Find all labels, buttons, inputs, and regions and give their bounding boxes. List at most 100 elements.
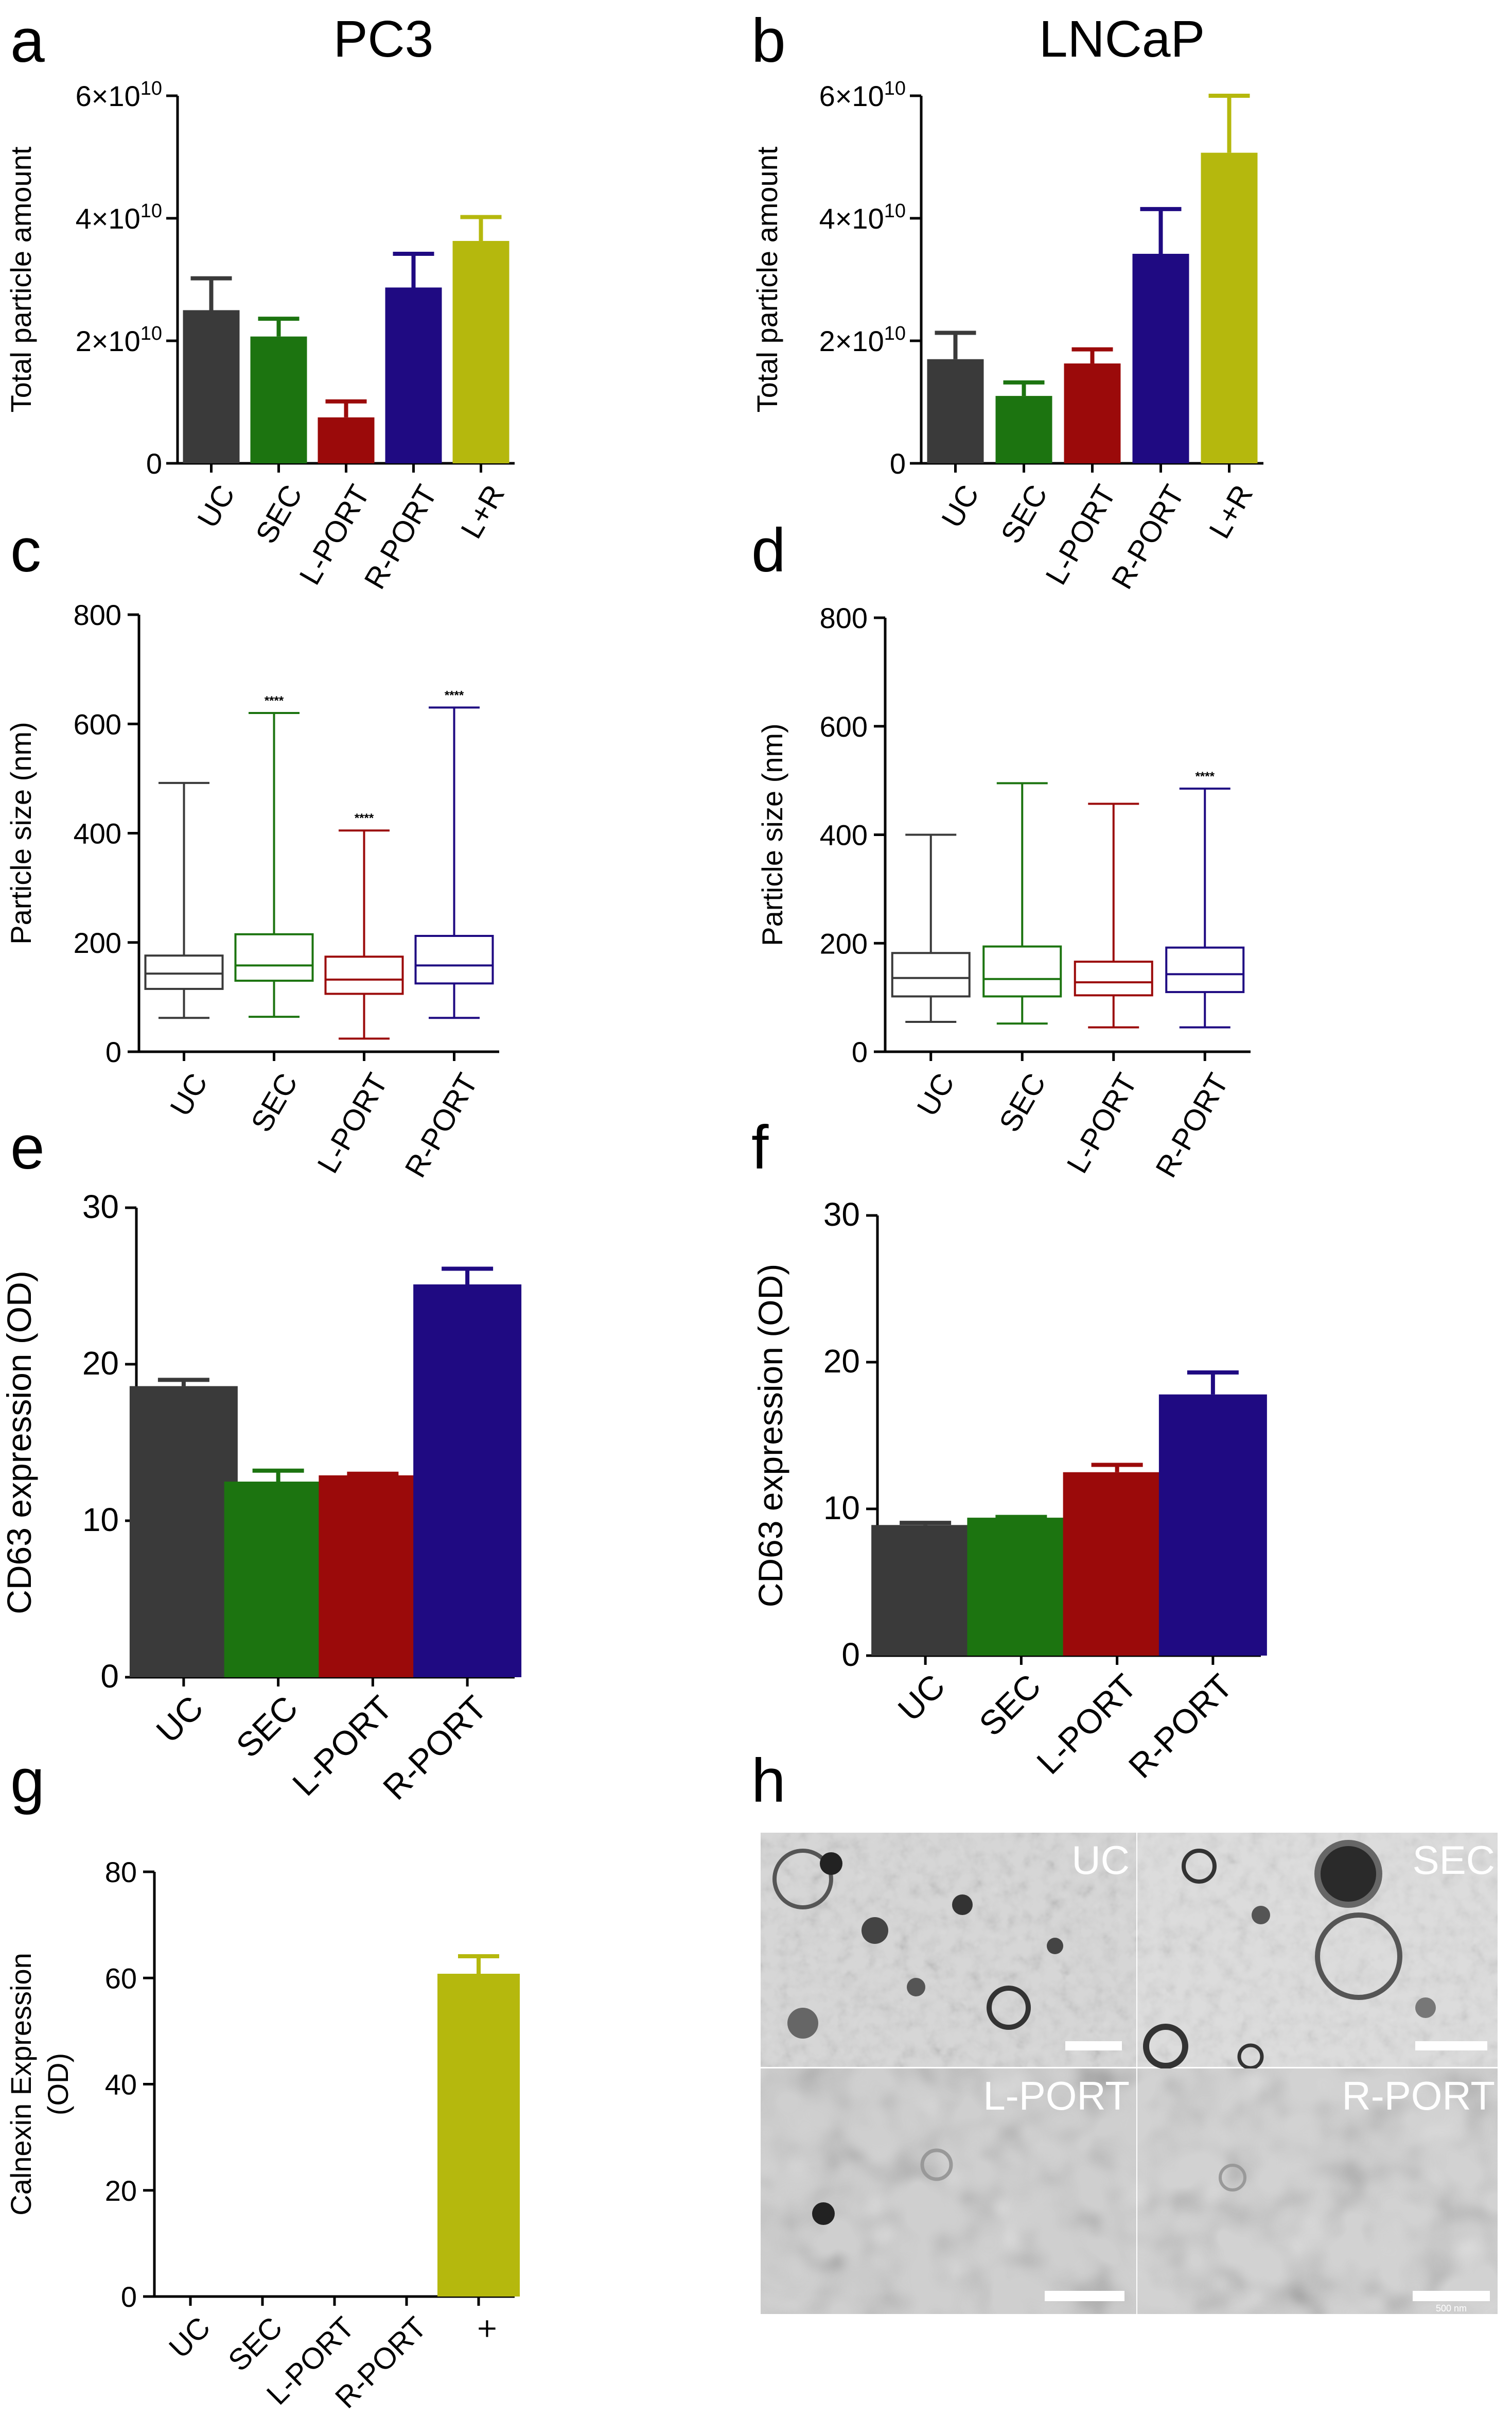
x-tick-label-sec: SEC: [249, 479, 309, 549]
y-tick-label: 4×1010: [76, 200, 162, 235]
significance-l-port: ****: [355, 811, 374, 825]
y-axis-title: (OD): [42, 2053, 74, 2115]
x-tick-label-sec: SEC: [244, 1068, 304, 1138]
bar-r-port: [1132, 254, 1189, 463]
x-tick-label-uc: UC: [149, 1689, 210, 1750]
x-tick-label-l-r: L+R: [454, 479, 511, 544]
y-tick-label: 20: [105, 2175, 137, 2207]
micrograph-label-uc: UC: [1071, 1837, 1130, 1883]
x-tick-label-uc: UC: [910, 1068, 961, 1122]
box-sec: [234, 933, 314, 982]
y-tick-label: 4×1010: [819, 200, 906, 235]
y-tick-label: 40: [105, 2068, 137, 2101]
y-axis-title: Total particle amount: [5, 146, 37, 412]
panel-letter-c: c: [10, 516, 41, 585]
y-tick-label: 800: [74, 599, 121, 631]
y-tick-label: 30: [82, 1188, 119, 1225]
significance-sec: ****: [265, 694, 284, 708]
chart-a-pc3-particle-amount: 0 2×1010 4×1010 6×1010 Total particle amo…: [5, 78, 515, 595]
x-tick-label-uc: UC: [163, 2310, 217, 2364]
y-tick-label: 0: [100, 1658, 119, 1695]
x-tick-label-r-port: R-PORT: [1121, 1667, 1239, 1785]
chart-d-lncap-particle-size: 0 200 400 600 800 Particle size (nm) UC SEC L-PO…: [756, 602, 1251, 1183]
y-axis-title: Particle size (nm): [756, 723, 788, 946]
chart-c-pc3-particle-size: 0 200 400 600 800 Particle size (nm) UC SEC L-PO…: [5, 599, 499, 1183]
y-tick-label: 0: [121, 2281, 137, 2313]
y-axis-title: CD63 expression (OD): [751, 1264, 789, 1608]
y-tick-label: 30: [823, 1196, 860, 1233]
box-r-port: [1165, 946, 1245, 994]
x-tick-label-r-port: R-PORT: [398, 1068, 484, 1183]
micrograph-r-port: 500 nm R-PORT: [1137, 2068, 1498, 2314]
panel-a-title: PC3: [333, 10, 434, 68]
chart-b-lncap-particle-amount: 0 2×1010 4×1010 6×1010 Total particle amo…: [751, 78, 1263, 595]
y-tick-label: 10: [82, 1501, 119, 1538]
bar-uc: [871, 1525, 980, 1656]
bar-sec: [224, 1482, 332, 1677]
y-tick-label: 60: [105, 1962, 137, 1994]
box-r-port: [414, 935, 494, 985]
y-axis-title: Total particle amount: [751, 146, 783, 412]
x-tick-label-sec: SEC: [972, 1667, 1048, 1743]
bar-l-port: [1063, 1472, 1171, 1656]
box-uc: [144, 954, 224, 990]
y-tick-label: 200: [820, 927, 868, 960]
x-tick-label-sec: SEC: [993, 1068, 1052, 1138]
micrograph-panel: UC SEC L-PORT: [761, 1833, 1498, 2314]
bar-l-port: [319, 1475, 427, 1677]
x-tick-label-r-port: R-PORT: [1149, 1068, 1235, 1183]
micrograph-scale-label: 500 nm: [1436, 2303, 1467, 2314]
y-tick-label: 400: [74, 818, 121, 850]
panel-b-title: LNCaP: [1039, 10, 1205, 68]
x-tick-label-uc: UC: [164, 1068, 214, 1122]
significance-r-port: ****: [445, 688, 464, 702]
y-tick-label: 400: [820, 819, 868, 851]
x-tick-label-x: ×: [469, 2310, 505, 2346]
micrograph-label-sec: SEC: [1413, 1837, 1495, 1883]
y-tick-label: 20: [82, 1345, 119, 1382]
x-tick-label-sec: SEC: [994, 479, 1054, 549]
micrograph-label-r-port: R-PORT: [1342, 2073, 1495, 2118]
x-tick-label-r-port: R-PORT: [376, 1689, 494, 1807]
y-tick-label: 800: [820, 602, 868, 634]
bar-l-r: [452, 241, 509, 463]
bar-sec: [250, 336, 307, 463]
y-axis-title: CD63 expression (OD): [0, 1271, 38, 1614]
panel-letter-a: a: [10, 6, 45, 75]
box-l-port: [1074, 961, 1153, 997]
micrograph-uc: UC: [761, 1833, 1136, 2067]
panel-letter-g: g: [10, 1746, 45, 1815]
bar-sec: [995, 396, 1052, 463]
panel-letter-d: d: [751, 516, 786, 585]
y-tick-label: 2×1010: [76, 323, 162, 357]
micrograph-label-l-port: L-PORT: [983, 2073, 1130, 2118]
bar-sec: [967, 1518, 1076, 1656]
y-tick-label: 0: [852, 1036, 868, 1068]
y-tick-label: 10: [823, 1489, 860, 1526]
x-tick-label-sec: SEC: [222, 2310, 289, 2377]
panel-letter-e: e: [10, 1113, 45, 1182]
box-l-port: [324, 955, 404, 995]
bar-r-port: [413, 1284, 522, 1677]
x-tick-label-l-r: L+R: [1203, 479, 1259, 544]
bar-r-port: [1158, 1394, 1267, 1656]
box-sec: [982, 945, 1062, 998]
y-tick-label: 600: [74, 708, 121, 740]
x-tick-label-uc: UC: [890, 1667, 952, 1729]
y-axis-title: Particle size (nm): [5, 722, 37, 945]
y-tick-label: 2×1010: [819, 323, 906, 357]
y-tick-label: 6×1010: [76, 78, 162, 112]
bar-l-port: [318, 417, 375, 463]
y-axis-title: Calnexin Expression: [5, 1953, 37, 2215]
panel-letter-h: h: [751, 1746, 786, 1815]
bar-l-r: [1201, 152, 1258, 463]
x-tick-label-uc: UC: [935, 479, 986, 533]
panel-letter-b: b: [751, 6, 786, 75]
bar-l-port: [1064, 363, 1121, 463]
x-tick-label-l-port: L-PORT: [311, 1068, 394, 1179]
bar-uc: [129, 1386, 238, 1677]
